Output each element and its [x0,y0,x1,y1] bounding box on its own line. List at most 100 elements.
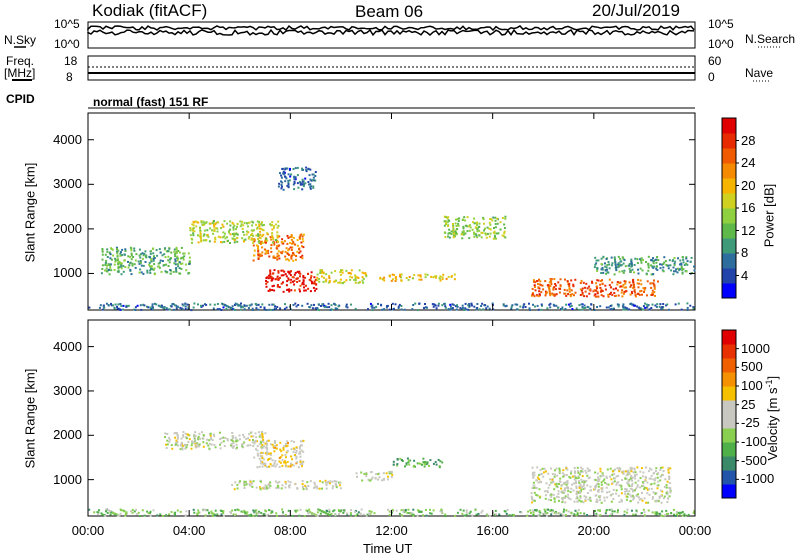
data-cell [308,278,311,281]
data-cell [241,220,243,223]
data-cell [238,434,241,437]
data-cell [489,223,492,226]
data-cell [621,285,624,288]
data-cell [302,486,305,489]
data-cell [600,501,603,504]
data-cell [627,480,630,483]
data-cell [636,262,639,264]
data-cell [623,510,626,513]
data-cell [642,308,644,311]
data-cell [321,303,324,306]
data-cell [238,304,241,307]
data-cell [620,485,623,488]
data-cell [416,514,419,517]
data-cell [562,514,565,517]
data-cell [220,302,223,305]
data-cell [566,496,569,499]
data-cell [586,474,589,477]
data-cell [290,248,293,251]
data-cell [557,281,560,284]
data-cell [98,306,101,309]
data-cell [583,295,586,298]
data-cell [484,304,487,307]
data-cell [419,274,422,277]
data-cell [272,272,275,275]
data-cell [270,238,273,241]
data-cell [215,227,218,230]
data-cell [278,235,281,238]
data-cell [164,256,167,259]
data-cell [261,444,264,446]
data-cell [665,304,668,307]
data-cell [188,256,191,259]
data-cell [622,308,625,311]
data-cell [562,482,565,485]
data-cell [233,235,236,237]
data-cell [354,275,357,278]
data-cell [123,510,126,513]
data-cell [267,252,270,255]
data-cell [594,488,597,491]
data-cell [631,488,634,491]
data-cell [601,488,604,490]
data-cell [219,447,222,450]
data-cell [532,514,535,517]
data-cell [557,496,560,499]
data-cell [228,231,231,234]
data-cell [293,273,296,276]
data-cell [652,472,655,475]
data-cell [608,284,611,287]
data-cell [558,467,561,470]
data-cell [428,464,430,467]
data-cell [281,242,284,245]
data-cell [153,263,156,266]
data-cell [670,512,673,515]
data-cell [617,262,620,265]
data-cell [182,252,185,255]
data-cell [269,273,272,276]
data-cell [680,511,683,514]
data-cell [247,307,250,310]
data-cell [656,256,659,258]
data-cell [261,254,263,257]
data-cell [208,240,211,243]
data-cell [287,277,290,280]
data-cell [174,258,177,261]
data-cell [202,234,205,237]
data-cell [183,444,186,447]
data-cell [395,278,398,281]
data-cell [259,230,262,233]
data-cell [535,280,538,283]
data-cell [265,282,268,285]
data-cell [313,481,316,484]
data-cell [292,183,295,186]
data-cell [261,251,264,254]
data-cell [550,493,553,496]
data-cell [642,259,644,262]
data-cell [486,226,489,229]
data-cell [393,273,396,276]
data-cell [340,270,343,273]
data-cell [299,284,302,287]
data-cell [367,478,370,481]
data-cell [262,441,265,444]
data-cell [574,470,576,473]
data-cell [692,512,695,514]
data-cell [553,500,556,503]
data-cell [615,294,618,297]
data-cell [149,265,152,268]
data-cell [127,304,130,307]
data-cell [216,303,219,305]
data-cell [412,304,415,306]
data-cell [350,509,353,512]
data-cell [504,305,507,308]
data-cell [553,511,556,514]
data-cell [299,440,302,443]
data-cell [651,293,654,296]
data-cell [637,282,640,285]
data-cell [522,306,525,309]
data-cell [598,510,601,512]
data-cell [433,275,436,278]
data-cell [610,307,613,310]
data-cell [331,308,334,311]
